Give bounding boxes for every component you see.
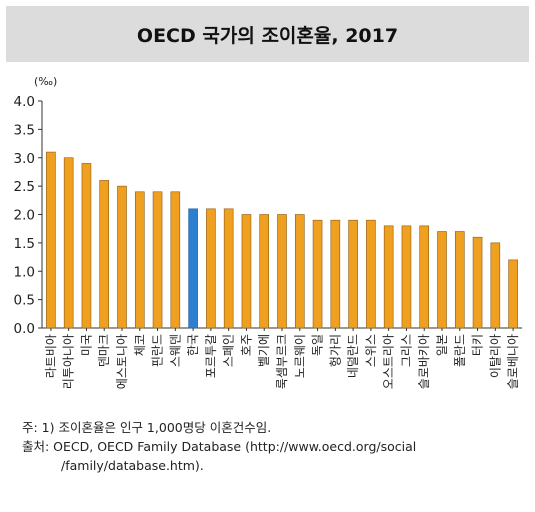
y-tick-label: 3.5 xyxy=(14,122,35,138)
y-tick-label: 0.0 xyxy=(14,321,35,337)
x-tick-label: 스웨덴 xyxy=(168,334,182,367)
footnote-source: 출처: OECD, OECD Family Database (http://w… xyxy=(22,439,417,454)
x-tick-label: 리투아니아 xyxy=(62,334,76,389)
x-tick-label: 독일 xyxy=(311,334,325,356)
bar-14 xyxy=(277,214,287,329)
x-tick-label: 미국 xyxy=(79,334,93,356)
x-tick-label: 노르웨이 xyxy=(293,334,307,378)
bar-3 xyxy=(81,163,92,329)
y-tick-label: 2.5 xyxy=(14,179,35,195)
x-tick-label: 룩셈부르크 xyxy=(275,334,289,389)
x-tick-label: 덴마크 xyxy=(97,334,111,367)
x-tick-label: 호주 xyxy=(239,334,253,356)
x-tick-label: 스위스 xyxy=(364,334,378,367)
y-unit-label: (‰) xyxy=(34,75,57,88)
x-tick-label: 헝가리 xyxy=(328,334,342,367)
bar-1 xyxy=(46,151,56,329)
x-tick-label: 이탈리아 xyxy=(488,334,502,378)
x-tick-label: 에스토니아 xyxy=(115,334,129,389)
x-tick-label: 핀란드 xyxy=(151,334,165,367)
bar-8 xyxy=(170,191,181,329)
bar-chart: (‰) 0.0 0.5 1.0 1.5 2.0 2.5 3.0 3.5 4.0 라트비아 리투아니아 미… xyxy=(14,75,522,389)
footnotes: 주: 1) 조이혼율은 인구 1,000명당 이혼건수임. 출처: OECD, … xyxy=(22,418,522,475)
y-tick-label: 2.0 xyxy=(14,208,35,224)
y-tick-label: 1.0 xyxy=(14,264,35,280)
bar-20 xyxy=(383,225,394,329)
x-tick-label: 오스트리아 xyxy=(382,334,396,389)
bar-17 xyxy=(330,219,341,329)
bar-11 xyxy=(223,208,234,329)
x-tick-label: 스페인 xyxy=(222,334,236,367)
bar-15 xyxy=(294,214,305,329)
x-tick-label: 슬로바키아 xyxy=(417,334,431,389)
x-tick-label: 체코 xyxy=(133,334,147,356)
x-tick-label: 터키 xyxy=(471,334,485,356)
bar-18 xyxy=(348,219,358,329)
bar-2 xyxy=(63,157,74,329)
footnote-definition: 주: 1) 조이혼율은 인구 1,000명당 이혼건수임. xyxy=(22,420,272,435)
bar-10 xyxy=(206,208,216,329)
footnote-source-cont: /family/database.htm). xyxy=(61,458,204,473)
bar-21 xyxy=(401,225,412,329)
bar-6 xyxy=(134,191,145,329)
bar-13 xyxy=(259,214,270,329)
x-tick-label: 한국 xyxy=(186,334,200,356)
bar-16 xyxy=(312,219,323,329)
x-tick-label: 네덜란드 xyxy=(346,334,360,378)
x-tick-label: 폴란드 xyxy=(453,334,467,367)
bar-24 xyxy=(454,231,465,329)
y-tick-label: 4.0 xyxy=(14,94,35,110)
bar-12 xyxy=(241,214,252,329)
bar-4 xyxy=(99,180,110,329)
bar-25 xyxy=(472,236,483,329)
x-tick-label: 라트비아 xyxy=(44,334,58,378)
y-tick-label: 1.5 xyxy=(14,236,35,252)
bar-27 xyxy=(508,259,518,329)
chart-title: OECD 국가의 조이혼율, 2017 xyxy=(136,24,399,47)
x-tick-label: 포르투갈 xyxy=(204,334,218,378)
x-tick-label: 벨기에 xyxy=(257,334,271,367)
bar-9 xyxy=(188,208,198,329)
y-tick-label: 0.5 xyxy=(14,293,35,309)
y-tick-label: 3.0 xyxy=(14,151,35,167)
bar-19 xyxy=(366,219,376,329)
title-bar: OECD 국가의 조이혼율, 2017 xyxy=(6,6,529,62)
bar-26 xyxy=(490,242,501,329)
x-tick-label: 일본 xyxy=(435,334,449,356)
bar-23 xyxy=(437,231,447,329)
bar-7 xyxy=(152,191,163,329)
bar-22 xyxy=(419,225,430,329)
bar-5 xyxy=(117,185,127,329)
x-tick-label: 슬로베니아 xyxy=(506,334,520,389)
x-tick-label: 그리스 xyxy=(399,334,413,367)
